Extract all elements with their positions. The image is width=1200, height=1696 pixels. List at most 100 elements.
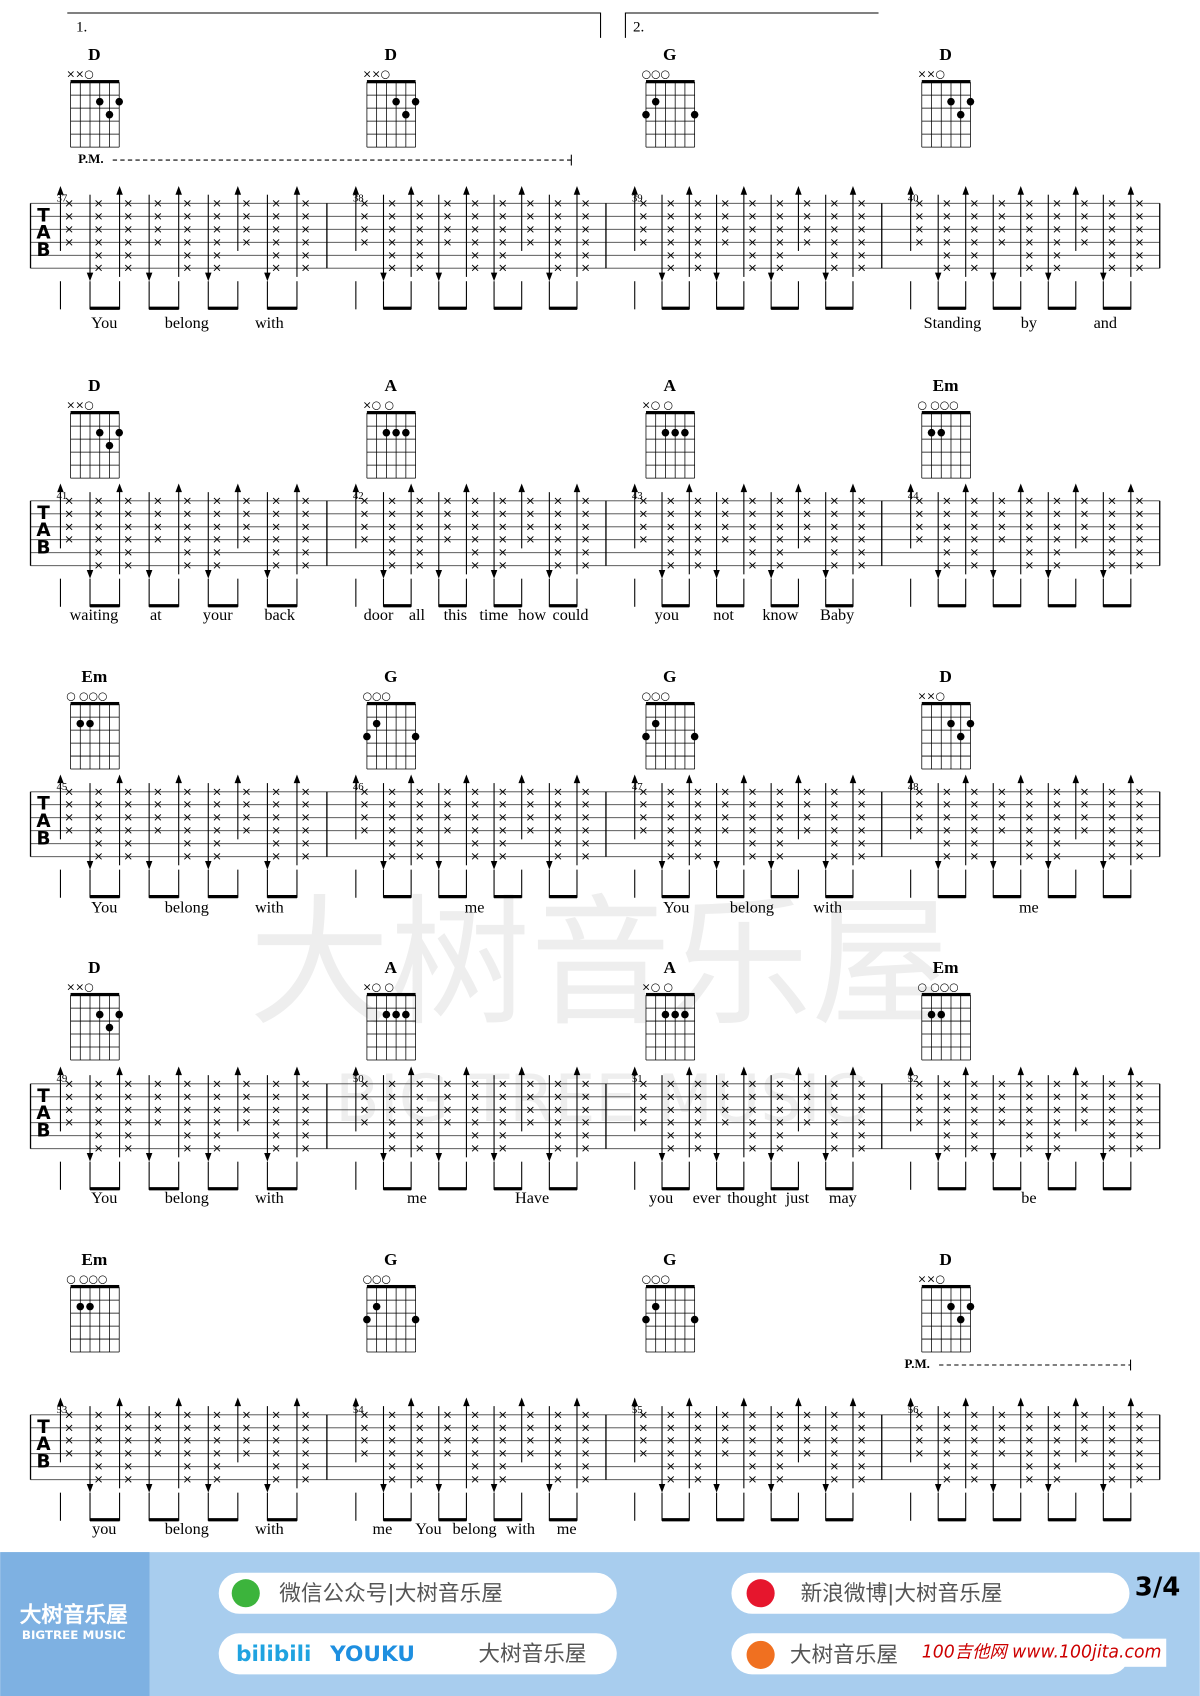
x-note: × <box>442 196 452 210</box>
video-pill[interactable] <box>218 1633 617 1675</box>
arrow-head <box>175 186 182 195</box>
x-note: × <box>693 1433 703 1447</box>
x-note: × <box>802 1433 812 1447</box>
arrow-head <box>86 1153 94 1162</box>
x-note: × <box>1107 849 1117 863</box>
x-note: × <box>775 1433 785 1447</box>
x-note: × <box>857 222 867 236</box>
lyric: Baby <box>820 606 855 624</box>
arrow-head <box>1127 1397 1135 1407</box>
x-note: × <box>498 823 508 837</box>
arrow-head <box>658 1484 666 1493</box>
x-note: × <box>64 1076 74 1090</box>
x-note: × <box>914 784 924 798</box>
x-note: × <box>1052 1102 1062 1116</box>
x-note: × <box>748 784 758 798</box>
x-note: × <box>94 235 104 249</box>
x-note: × <box>271 1433 281 1447</box>
x-note: × <box>1052 1089 1062 1103</box>
x-note: × <box>442 1089 452 1103</box>
x-note: × <box>94 248 104 262</box>
x-note: × <box>360 1433 370 1447</box>
x-note: × <box>829 810 839 824</box>
x-note: × <box>775 836 785 850</box>
x-note: × <box>997 784 1007 798</box>
arrow-head <box>1045 1153 1052 1162</box>
x-note: × <box>1024 1115 1034 1129</box>
weibo-pill[interactable] <box>731 1572 1130 1614</box>
x-note: × <box>638 493 648 507</box>
x-note: × <box>638 1089 648 1103</box>
x-note: × <box>1135 1128 1145 1142</box>
open-strings: ○○○ <box>642 68 670 81</box>
x-note: × <box>212 849 222 863</box>
x-note: × <box>748 519 758 533</box>
x-note: × <box>1107 222 1117 236</box>
x-note: × <box>666 1433 676 1447</box>
x-note: × <box>693 196 703 210</box>
x-note: × <box>1079 784 1089 798</box>
x-note: × <box>581 836 591 850</box>
arrow-head <box>989 570 997 579</box>
x-note: × <box>271 1076 281 1090</box>
x-note: × <box>802 1102 812 1116</box>
chord-name: G <box>384 667 397 686</box>
arrow-head <box>989 860 997 870</box>
x-note: × <box>242 222 252 236</box>
chord-name: D <box>88 376 101 395</box>
x-note: × <box>942 248 952 262</box>
arrow-head <box>962 1066 969 1076</box>
finger-dot <box>642 1315 650 1324</box>
x-note: × <box>415 1089 425 1103</box>
x-note: × <box>212 558 222 572</box>
x-note: × <box>470 784 480 798</box>
chord-name: D <box>88 45 101 64</box>
lyric: with <box>255 898 284 916</box>
x-note: × <box>997 810 1007 824</box>
x-note: × <box>242 1115 252 1129</box>
x-note: × <box>415 519 425 533</box>
x-note: × <box>553 797 563 811</box>
x-note: × <box>914 209 924 223</box>
x-note: × <box>415 1472 425 1486</box>
x-note: × <box>942 558 952 572</box>
x-note: × <box>415 235 425 249</box>
x-note: × <box>94 1089 104 1103</box>
x-note: × <box>1107 493 1117 507</box>
arrow-head <box>740 483 748 493</box>
x-note: × <box>1024 545 1034 559</box>
x-note: × <box>942 1115 952 1129</box>
lyric: belong <box>165 1189 209 1207</box>
x-note: × <box>857 836 867 850</box>
x-note: × <box>94 545 104 559</box>
x-note: × <box>182 849 192 863</box>
x-note: × <box>360 784 370 798</box>
finger-dot <box>86 719 94 728</box>
lyric: with <box>255 1189 284 1207</box>
x-note: × <box>415 1141 425 1155</box>
x-note: × <box>1024 248 1034 262</box>
x-note: × <box>693 493 703 507</box>
open-strings: ○○○ <box>363 690 391 703</box>
x-note: × <box>1024 1089 1034 1103</box>
x-note: × <box>212 1102 222 1116</box>
finger-dot <box>681 428 689 437</box>
x-note: × <box>470 849 480 863</box>
finger-dot <box>651 719 660 728</box>
finger-dot <box>95 97 104 106</box>
lyric: waiting <box>70 606 119 624</box>
x-note: × <box>498 558 508 572</box>
arrow-head <box>573 186 581 195</box>
x-note: × <box>1135 519 1145 533</box>
x-note: × <box>123 1420 133 1434</box>
arrow-head <box>518 1397 525 1407</box>
x-note: × <box>1135 1433 1145 1447</box>
arrow-head <box>293 483 301 493</box>
x-note: × <box>387 849 397 863</box>
x-note: × <box>64 506 74 520</box>
x-note: × <box>969 1102 979 1116</box>
lyric: me <box>465 898 485 916</box>
wechat-pill[interactable] <box>218 1572 617 1614</box>
x-note: × <box>1024 235 1034 249</box>
x-note: × <box>969 1089 979 1103</box>
